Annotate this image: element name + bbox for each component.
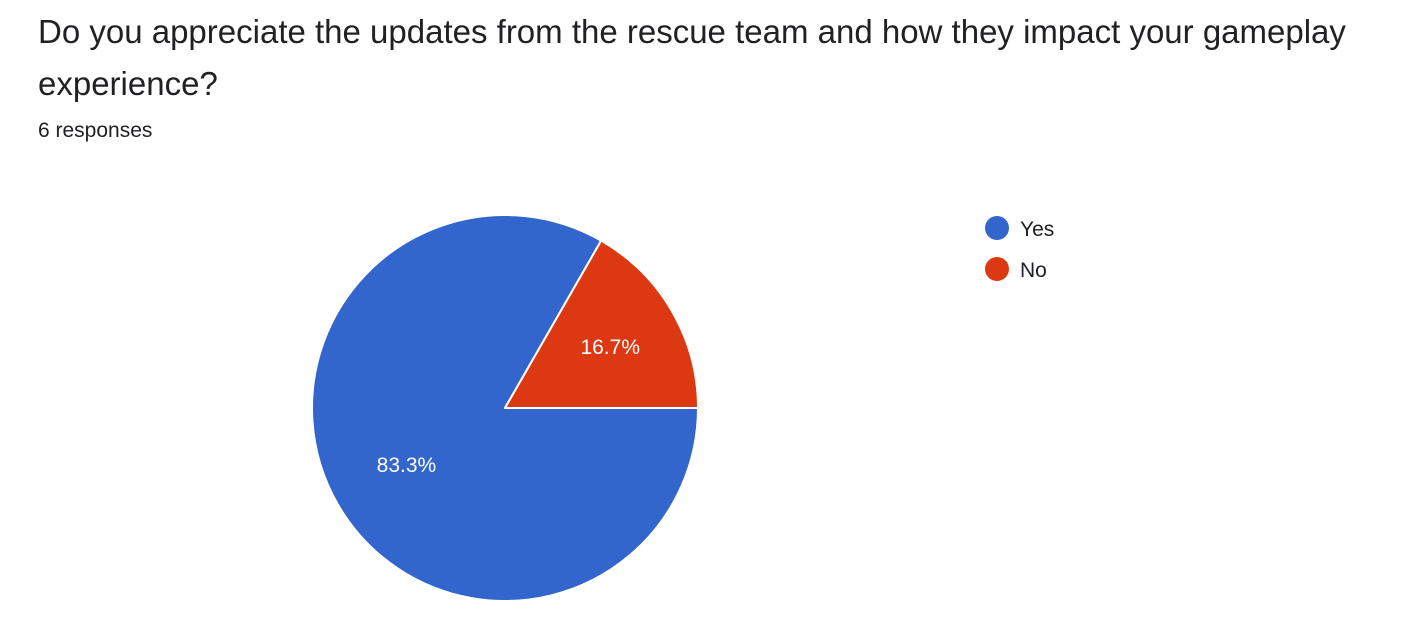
chart-legend: Yes No	[985, 216, 1054, 282]
legend-item-no[interactable]: No	[985, 257, 1047, 282]
pie-slice-no[interactable]	[504, 239, 699, 409]
pie-slice-labels: 83.3% 16.7%	[377, 336, 640, 477]
question-title: Do you appreciate the updates from the r…	[38, 13, 1346, 102]
legend-swatch-yes	[985, 216, 1009, 240]
pie-slices	[311, 214, 699, 602]
legend-swatch-no	[985, 257, 1009, 281]
slice-label-no: 16.7%	[580, 336, 640, 359]
response-count: 6 responses	[38, 119, 153, 142]
slice-label-yes: 83.3%	[377, 454, 437, 477]
legend-label-yes: Yes	[1020, 218, 1054, 241]
legend-item-yes[interactable]: Yes	[985, 216, 1054, 241]
legend-label-no: No	[1020, 259, 1047, 282]
